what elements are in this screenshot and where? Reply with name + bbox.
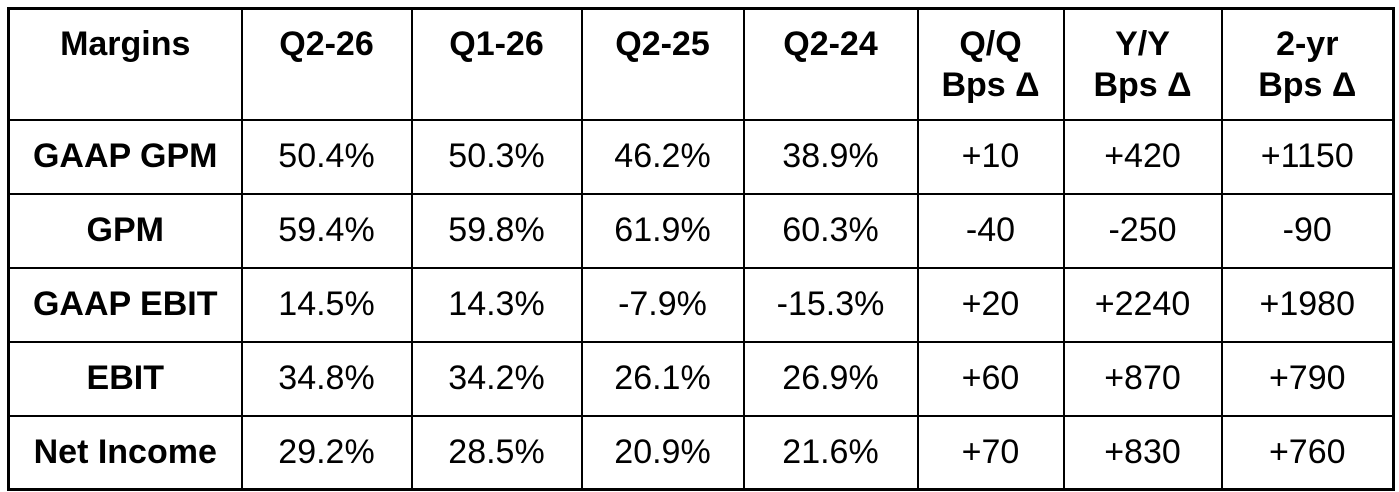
- table-cell: +870: [1062, 340, 1223, 417]
- table-cell: +830: [1062, 414, 1223, 491]
- table-cell: 34.2%: [410, 340, 583, 417]
- table-row-ebit: EBIT 34.8% 34.2% 26.1% 26.9% +60 +870 +7…: [7, 340, 1395, 417]
- table-row-gpm: GPM 59.4% 59.8% 61.9% 60.3% -40 -250 -90: [7, 192, 1395, 269]
- header-q2-25: Q2-25: [580, 7, 745, 121]
- table-cell: 60.3%: [742, 192, 919, 269]
- table-cell: +1980: [1220, 266, 1395, 343]
- table-cell: 61.9%: [580, 192, 745, 269]
- table-cell: 50.3%: [410, 118, 583, 195]
- table-cell: +10: [916, 118, 1065, 195]
- margins-table: Margins Q2-26 Q1-26 Q2-25 Q2-24 Q/Q Bps …: [7, 7, 1395, 491]
- table-cell: +2240: [1062, 266, 1223, 343]
- header-q2-26: Q2-26: [240, 7, 413, 121]
- table-cell: 28.5%: [410, 414, 583, 491]
- margins-data-table: Margins Q2-26 Q1-26 Q2-25 Q2-24 Q/Q Bps …: [7, 7, 1395, 491]
- table-row-gaap-ebit: GAAP EBIT 14.5% 14.3% -7.9% -15.3% +20 +…: [7, 266, 1395, 343]
- table-cell: -90: [1220, 192, 1395, 269]
- table-cell: -250: [1062, 192, 1223, 269]
- table-cell: 46.2%: [580, 118, 745, 195]
- table-cell: +60: [916, 340, 1065, 417]
- table-cell: 29.2%: [240, 414, 413, 491]
- table-cell: -15.3%: [742, 266, 919, 343]
- table-cell: 59.4%: [240, 192, 413, 269]
- header-q1-26: Q1-26: [410, 7, 583, 121]
- table-cell: 14.3%: [410, 266, 583, 343]
- row-label-ebit: EBIT: [7, 340, 243, 417]
- table-cell: 21.6%: [742, 414, 919, 491]
- row-label-gaap-ebit: GAAP EBIT: [7, 266, 243, 343]
- header-margins: Margins: [7, 7, 243, 121]
- table-cell: 26.9%: [742, 340, 919, 417]
- table-row-net-income: Net Income 29.2% 28.5% 20.9% 21.6% +70 +…: [7, 414, 1395, 491]
- table-cell: +760: [1220, 414, 1395, 491]
- table-cell: +1150: [1220, 118, 1395, 195]
- row-label-gaap-gpm: GAAP GPM: [7, 118, 243, 195]
- table-cell: -7.9%: [580, 266, 745, 343]
- table-cell: 26.1%: [580, 340, 745, 417]
- table-cell: 50.4%: [240, 118, 413, 195]
- table-cell: 34.8%: [240, 340, 413, 417]
- table-cell: +420: [1062, 118, 1223, 195]
- table-cell: +790: [1220, 340, 1395, 417]
- table-row-gaap-gpm: GAAP GPM 50.4% 50.3% 46.2% 38.9% +10 +42…: [7, 118, 1395, 195]
- header-q2-24: Q2-24: [742, 7, 919, 121]
- header-row: Margins Q2-26 Q1-26 Q2-25 Q2-24 Q/Q Bps …: [7, 7, 1395, 121]
- table-cell: 38.9%: [742, 118, 919, 195]
- table-cell: +70: [916, 414, 1065, 491]
- row-label-net-income: Net Income: [7, 414, 243, 491]
- table-cell: 59.8%: [410, 192, 583, 269]
- header-2yr-bps-delta: 2-yr Bps Δ: [1220, 7, 1395, 121]
- table-cell: +20: [916, 266, 1065, 343]
- row-label-gpm: GPM: [7, 192, 243, 269]
- table-cell: 20.9%: [580, 414, 745, 491]
- header-yy-bps-delta: Y/Y Bps Δ: [1062, 7, 1223, 121]
- table-cell: -40: [916, 192, 1065, 269]
- table-cell: 14.5%: [240, 266, 413, 343]
- header-qq-bps-delta: Q/Q Bps Δ: [916, 7, 1065, 121]
